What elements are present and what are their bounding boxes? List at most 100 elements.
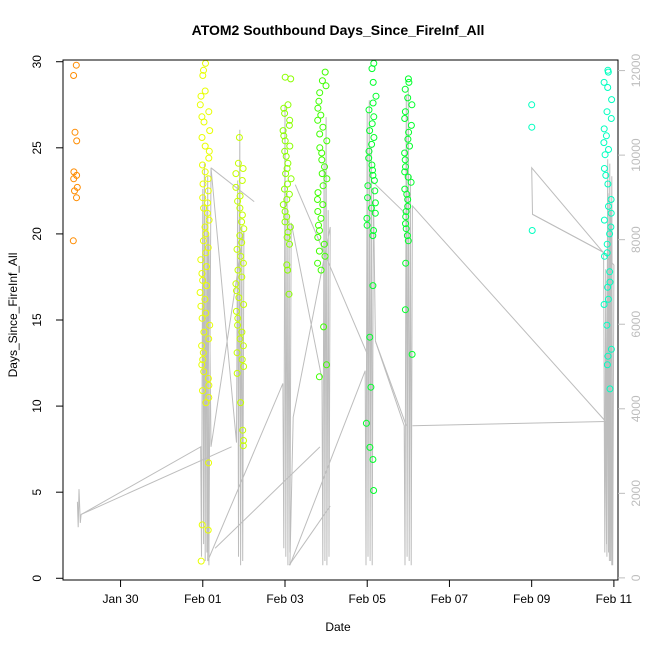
data-point (369, 171, 377, 179)
data-point (69, 237, 77, 245)
data-point (600, 125, 608, 133)
data-point (606, 230, 614, 238)
data-point (203, 282, 210, 290)
data-point (408, 350, 416, 358)
data-point (401, 115, 409, 122)
data-point (314, 189, 322, 197)
data-point (72, 61, 80, 69)
data-point (239, 259, 247, 267)
data-point (404, 237, 412, 245)
data-point (281, 218, 289, 226)
data-point (202, 59, 209, 67)
data-point (368, 65, 376, 73)
data-point (199, 194, 207, 202)
data-point (371, 187, 379, 195)
line-series-segment (214, 446, 321, 549)
data-point (407, 121, 415, 129)
data-point (370, 487, 378, 494)
data-point (205, 459, 213, 467)
data-point (404, 196, 412, 203)
y2-tick-label: 0 (629, 574, 643, 581)
data-point (204, 175, 212, 183)
data-point (370, 177, 378, 184)
data-point (367, 204, 375, 212)
y-tick-label: 5 (30, 489, 44, 496)
data-point (318, 156, 326, 164)
data-point (284, 101, 292, 109)
data-point (318, 77, 326, 85)
data-point (198, 361, 206, 369)
data-point (600, 78, 608, 86)
data-point (370, 113, 378, 121)
x-tick-label: Feb 09 (513, 592, 551, 606)
data-point (406, 142, 413, 150)
data-point (401, 149, 409, 157)
data-point (199, 356, 207, 364)
y2-tick-label: 4000 (629, 395, 643, 422)
data-point (285, 290, 293, 298)
data-point (402, 213, 410, 221)
x-tick-label: Feb 07 (431, 592, 469, 606)
data-point (235, 294, 243, 302)
data-point (365, 154, 373, 162)
data-point (316, 89, 324, 97)
line-series-segment (412, 420, 606, 427)
data-point (321, 163, 328, 171)
data-point (604, 180, 612, 188)
data-point (401, 85, 409, 93)
data-point (402, 225, 410, 233)
data-point (608, 96, 616, 104)
data-point (314, 116, 322, 124)
y-axis-label: Days_Since_FireInf_All (6, 253, 20, 378)
data-point (401, 168, 409, 176)
y-tick-label: 30 (30, 55, 44, 69)
data-point (408, 101, 416, 109)
data-point (204, 187, 212, 195)
data-point (369, 232, 377, 240)
data-point (205, 147, 213, 155)
data-point (239, 426, 247, 434)
data-point (239, 342, 247, 350)
line-series-path (76, 87, 615, 566)
data-point (528, 101, 536, 109)
data-point (238, 239, 246, 246)
x-axis-label: Date (325, 620, 351, 634)
data-point (314, 208, 322, 215)
data-point (287, 75, 295, 83)
data-point (362, 419, 370, 427)
data-point (528, 227, 536, 234)
data-point (284, 180, 291, 188)
data-point (321, 68, 329, 76)
data-point (403, 232, 411, 240)
data-point (607, 115, 615, 122)
data-point (204, 199, 212, 207)
data-point (73, 194, 80, 202)
line-series-segment (80, 446, 232, 515)
data-point (282, 170, 290, 178)
data-point (322, 82, 330, 90)
data-point (202, 399, 210, 407)
data-point (368, 161, 376, 169)
axes-layer: 0 5 10 15 20 25 30 0 2000 4000 6000 8000 10000 12000 J… (30, 54, 643, 606)
data-point (234, 266, 242, 274)
data-point (314, 259, 322, 267)
data-point (369, 456, 377, 463)
data-point (315, 221, 322, 229)
data-point (404, 135, 412, 143)
data-point (234, 159, 242, 167)
data-point (233, 369, 241, 377)
data-point (320, 323, 328, 331)
data-point (238, 218, 246, 226)
line-series-segment (288, 505, 331, 566)
data-point (286, 142, 294, 150)
data-point (285, 121, 293, 129)
data-point (364, 182, 372, 190)
data-point (203, 209, 211, 217)
data-point (202, 309, 210, 317)
data-point (197, 302, 205, 310)
data-point (280, 104, 288, 112)
line-series-segment (210, 167, 255, 203)
data-point (287, 175, 295, 183)
data-point (234, 321, 242, 329)
